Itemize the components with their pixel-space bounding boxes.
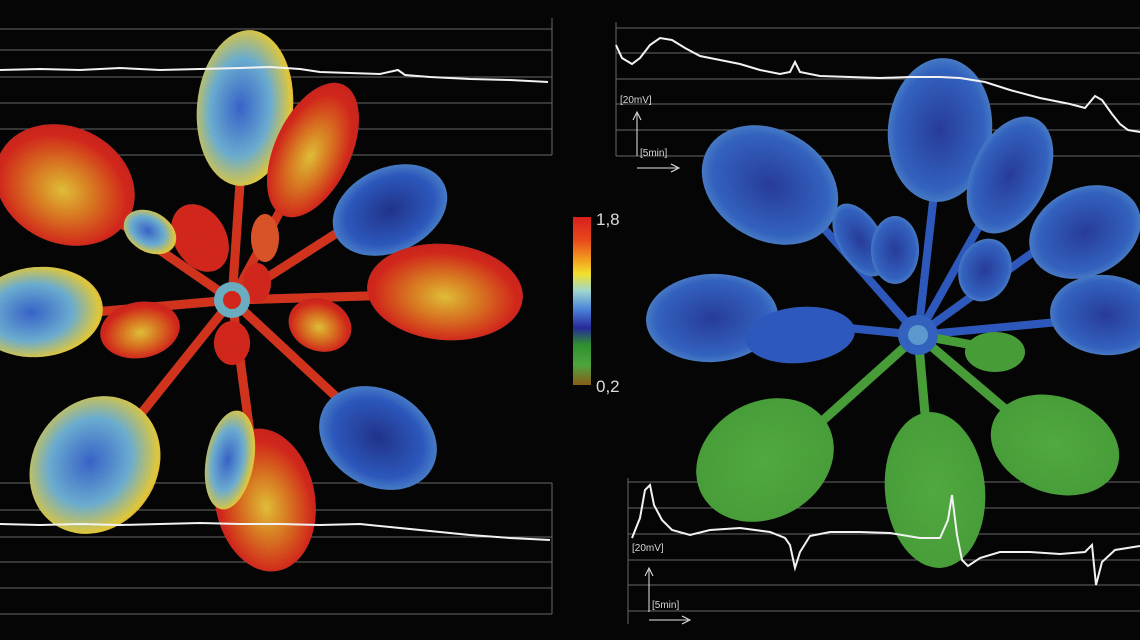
leaf <box>0 124 135 246</box>
leaf <box>204 410 256 510</box>
scale-bar-bottom-right <box>644 566 692 625</box>
leaf <box>1050 274 1140 356</box>
leaf <box>965 332 1025 372</box>
leaf <box>646 273 778 363</box>
leaf <box>887 58 993 202</box>
leaf <box>0 266 103 358</box>
leaf <box>214 321 250 365</box>
colorbar-max-label: 1,8 <box>596 210 620 229</box>
leaf <box>267 82 359 218</box>
leaf <box>871 216 919 284</box>
leaf <box>251 214 279 262</box>
leaf <box>701 125 839 245</box>
leaf <box>884 412 986 568</box>
trace-left-top <box>0 65 549 83</box>
trace-left-bottom <box>0 521 551 541</box>
right-bottom-gridlines <box>627 478 1140 624</box>
trace-right-bottom <box>631 482 1140 586</box>
leaf <box>243 263 271 303</box>
leaf <box>745 306 855 364</box>
leaf <box>288 298 352 352</box>
leaf <box>332 164 448 256</box>
leaf <box>100 301 180 359</box>
leaf <box>1029 185 1140 279</box>
leaf <box>367 243 523 341</box>
time-scale-label-bottom: [5min] <box>652 600 680 611</box>
time-scale-label-top: [5min] <box>640 148 668 159</box>
leaf <box>958 238 1012 302</box>
leaf <box>966 116 1054 234</box>
leaf <box>990 394 1120 496</box>
right-top-gridlines <box>615 22 1140 157</box>
leaf <box>29 396 161 534</box>
right-plant-rosette <box>646 58 1140 568</box>
voltage-scale-label-top: [20mV] <box>620 95 652 106</box>
left-plant-rosette <box>0 30 523 572</box>
colorbar-min-label: 0,2 <box>596 377 620 396</box>
voltage-scale-label-bottom: [20mV] <box>632 543 664 554</box>
scale-bar-top-right <box>632 110 681 173</box>
leaf <box>123 209 177 255</box>
trace-right-top <box>615 36 1140 133</box>
leaf <box>319 386 437 490</box>
leaf <box>696 398 834 522</box>
leaf <box>171 204 229 272</box>
colorbar <box>573 217 591 385</box>
